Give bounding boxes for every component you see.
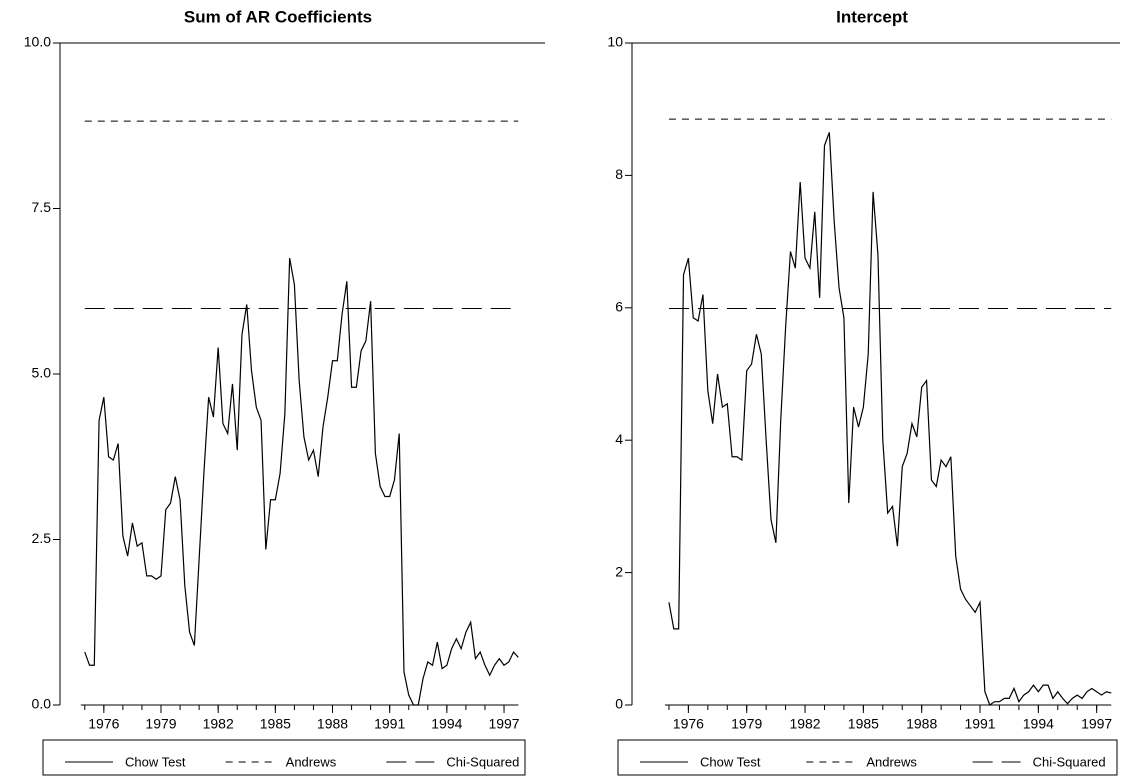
legend: Chow Test Andrews Chi-Squared <box>617 739 1118 776</box>
x-tick-label: 1997 <box>488 716 519 732</box>
x-tick-label: 1988 <box>906 716 937 732</box>
y-tick-label: 2.5 <box>32 530 52 546</box>
x-tick-label: 1979 <box>145 716 176 732</box>
x-tick-label: 1997 <box>1081 716 1112 732</box>
x-tick-label: 1994 <box>1023 716 1054 732</box>
chart-title: Sum of AR Coefficients <box>184 7 372 26</box>
legend-box <box>617 739 1118 776</box>
x-tick-label: 1982 <box>789 716 820 732</box>
x-tick-label: 1994 <box>431 716 462 732</box>
y-tick-label: 0.0 <box>32 696 52 712</box>
y-tick-label: 4 <box>615 431 623 447</box>
y-tick-label: 10.0 <box>24 34 51 50</box>
data-line <box>668 132 1112 706</box>
y-tick-label: 6 <box>615 299 623 315</box>
legend-label: Chi-Squared <box>1033 754 1106 769</box>
data-line <box>84 258 519 706</box>
x-tick-label: 1991 <box>964 716 995 732</box>
legend-label: Chow Test <box>700 754 761 769</box>
y-tick-label: 8 <box>615 166 623 182</box>
legend: Chow Test Andrews Chi-Squared <box>42 739 526 776</box>
y-tick-label: 2 <box>615 563 623 579</box>
y-tick-label: 7.5 <box>32 199 52 215</box>
legend-label: Andrews <box>286 754 337 769</box>
x-tick-label: 1979 <box>731 716 762 732</box>
y-tick-label: 0 <box>615 696 623 712</box>
x-tick-label: 1982 <box>203 716 234 732</box>
x-tick-label: 1985 <box>848 716 879 732</box>
x-tick-label: 1976 <box>88 716 119 732</box>
x-tick-label: 1976 <box>673 716 704 732</box>
x-tick-label: 1988 <box>317 716 348 732</box>
legend-label: Andrews <box>866 754 917 769</box>
y-tick-label: 5.0 <box>32 365 52 381</box>
x-tick-label: 1985 <box>260 716 291 732</box>
y-tick-label: 10 <box>607 34 623 50</box>
legend-box <box>42 739 526 776</box>
x-tick-label: 1991 <box>374 716 405 732</box>
chart-title: Intercept <box>836 7 908 26</box>
legend-label: Chi-Squared <box>446 754 519 769</box>
legend-label: Chow Test <box>125 754 186 769</box>
